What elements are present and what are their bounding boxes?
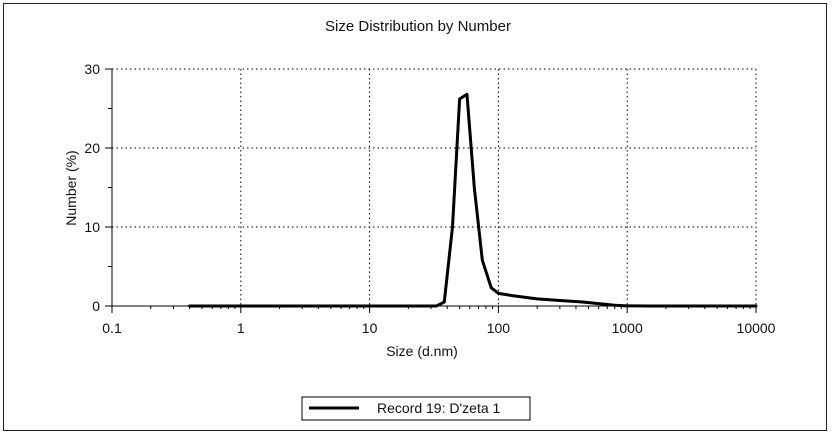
x-tick-label: 100: [487, 320, 511, 336]
axes: [111, 69, 756, 307]
x-tick-label: 10: [362, 320, 378, 336]
chart-frame: Size Distribution by Number 0.1 1 10 100 100…: [3, 3, 827, 431]
chart-title: Size Distribution by Number: [325, 18, 511, 35]
y-tick-label: 20: [84, 140, 100, 156]
x-tick-label: 10000: [737, 320, 776, 336]
legend-label: Record 19: D'zeta 1: [377, 400, 501, 416]
data-series: [188, 92, 758, 308]
y-tick-label: 0: [92, 298, 100, 314]
grid-lines: [112, 68, 757, 306]
y-axis-label: Number (%): [63, 150, 79, 225]
tick-labels: 0.1 1 10 100 1000 10000 0 10 20 30: [84, 61, 775, 336]
y-tick-label: 10: [84, 219, 100, 235]
y-tick-label: 30: [84, 61, 100, 77]
size-distribution-chart: Size Distribution by Number 0.1 1 10 100 100…: [63, 18, 776, 421]
x-tick-label: 1000: [612, 320, 643, 336]
x-tick-label: 1: [237, 320, 245, 336]
series-line: [188, 92, 758, 308]
legend-box: [301, 396, 531, 421]
legend: Record 19: D'zeta 1: [301, 396, 531, 421]
x-tick-label: 0.1: [102, 320, 122, 336]
x-axis-label: Size (d.nm): [386, 343, 458, 359]
axis-ticks: [105, 68, 757, 313]
